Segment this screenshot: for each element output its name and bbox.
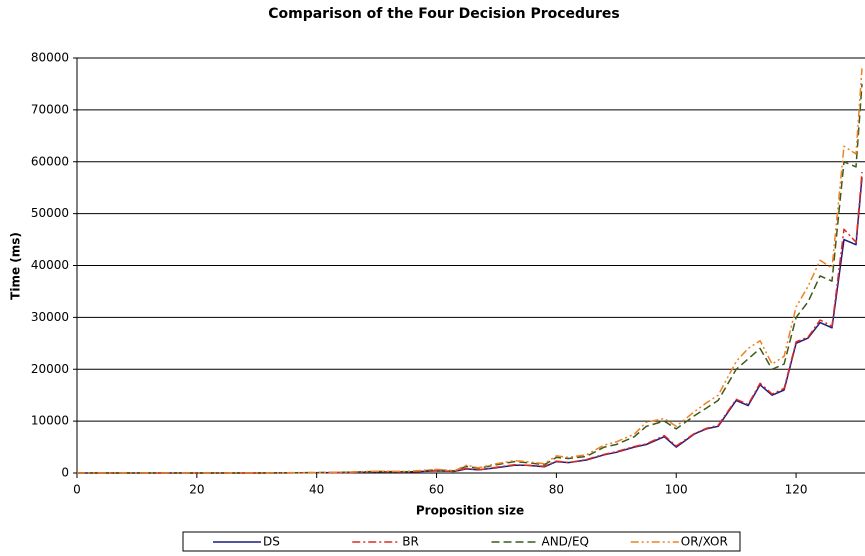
x-axis-label: Proposition size: [416, 504, 524, 518]
series-line: [77, 68, 863, 474]
y-tick-label: 40000: [31, 258, 69, 272]
chart-title: Comparison of the Four Decision Procedur…: [268, 6, 620, 22]
y-axis-label: Time (ms): [9, 232, 23, 300]
series-line: [77, 83, 863, 474]
y-tick-label: 50000: [31, 206, 69, 220]
x-tick-label: 100: [665, 483, 688, 497]
y-tick-label: 60000: [31, 154, 69, 168]
x-tick-label: 0: [73, 483, 81, 497]
y-tick-label: 20000: [31, 362, 69, 376]
legend-label: AND/EQ: [542, 535, 590, 549]
x-tick-label: 40: [309, 483, 324, 497]
y-tick-label: 80000: [31, 51, 69, 65]
x-tick-label: 60: [429, 483, 444, 497]
series-line: [77, 172, 863, 474]
x-tick-label: 120: [785, 483, 808, 497]
y-tick-label: 70000: [31, 102, 69, 116]
x-tick-label: 20: [189, 483, 204, 497]
x-tick-label: 80: [549, 483, 564, 497]
legend-box: [182, 531, 741, 552]
y-tick-label: 0: [61, 466, 69, 480]
legend-label: OR/XOR: [681, 535, 728, 549]
y-tick-label: 30000: [31, 310, 69, 324]
legend-label: DS: [263, 535, 280, 549]
y-tick-label: 10000: [31, 414, 69, 428]
series-line: [77, 177, 863, 474]
legend-label: BR: [402, 535, 419, 549]
